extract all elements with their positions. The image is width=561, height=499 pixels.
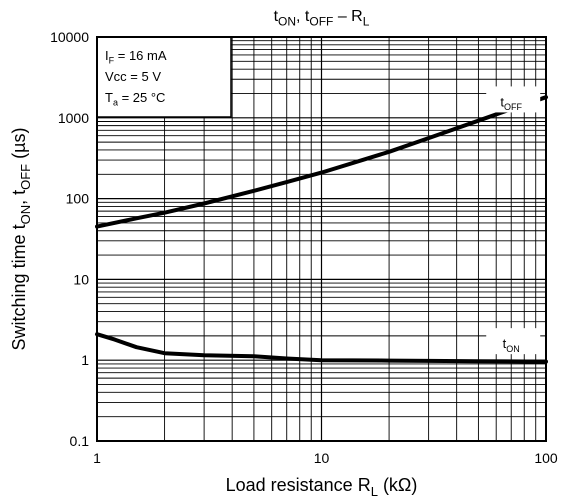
y-tick-label: 10000 (50, 29, 89, 45)
series-label-t-on: tON (503, 336, 520, 354)
x-tick-label: 10 (314, 450, 330, 466)
condition-text: IF = 16 mA (105, 48, 167, 66)
condition-text: Ta = 25 °C (105, 90, 165, 108)
series-label-bg (486, 86, 541, 113)
conditions-box (96, 36, 232, 118)
curves (95, 95, 548, 364)
y-tick-label: 100 (66, 191, 90, 207)
series-label-t-off: tOFF (500, 94, 522, 112)
x-axis-label: Load resistance RL (kΩ) (226, 475, 418, 499)
series-line-t-on (95, 332, 548, 364)
y-axis-label: Switching time tON, tOFF (µs) (9, 128, 33, 351)
y-tick-label: 0.1 (70, 433, 90, 449)
y-tick-label: 1000 (58, 110, 89, 126)
y-tick-label: 1 (81, 352, 89, 368)
plot-frame (96, 36, 547, 442)
x-tick-label: 100 (534, 450, 558, 466)
series-label-bg (486, 328, 541, 355)
labels: tOFF tON IF = 16 mA Vcc = 5 V Ta = 25 °C (96, 36, 541, 355)
condition-text: Vcc = 5 V (105, 69, 161, 84)
x-tick-label: 1 (93, 450, 101, 466)
chart-title: tON, tOFF – RL (274, 8, 370, 28)
y-tick-label: 10 (73, 271, 89, 287)
series-line-t-off (95, 95, 548, 229)
